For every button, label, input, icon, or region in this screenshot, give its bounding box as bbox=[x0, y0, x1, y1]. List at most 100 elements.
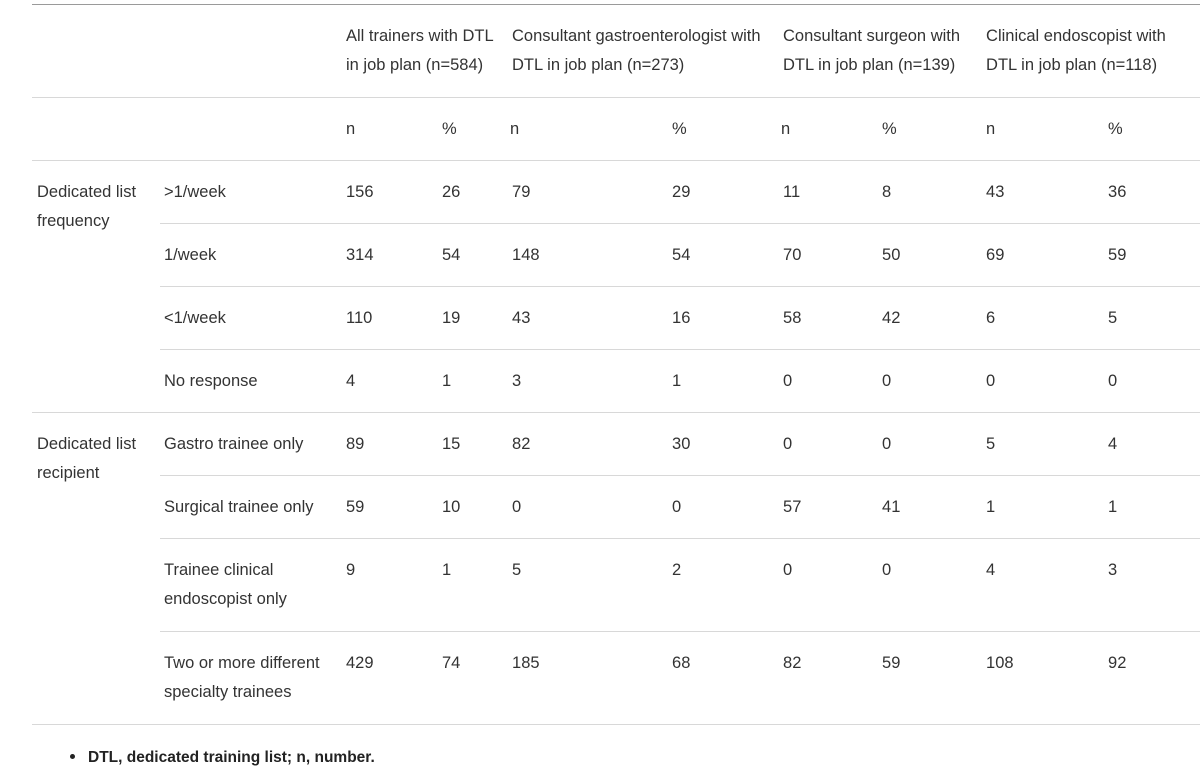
value-cell: 82 bbox=[781, 631, 883, 725]
value-cell: 4 bbox=[986, 538, 1109, 632]
unit-cell: n bbox=[781, 97, 883, 161]
unit-cell bbox=[32, 97, 160, 161]
value-cell: 0 bbox=[510, 475, 673, 539]
value-cell: 26 bbox=[442, 160, 511, 224]
value-cell: 57 bbox=[781, 475, 883, 539]
value-cell: 30 bbox=[672, 412, 782, 476]
table-row: Two or more different specialty trainees… bbox=[32, 631, 1200, 725]
unit-cell: n bbox=[510, 97, 673, 161]
value-cell: 156 bbox=[346, 160, 442, 224]
header-row: All trainers with DTL in job plan (n=584… bbox=[32, 4, 1200, 98]
value-cell: 16 bbox=[672, 286, 782, 350]
unit-cell: % bbox=[1108, 97, 1200, 161]
row-label: Surgical trainee only bbox=[160, 475, 346, 539]
value-cell: 68 bbox=[672, 631, 782, 725]
value-cell: 70 bbox=[781, 223, 883, 287]
value-cell: 36 bbox=[1108, 160, 1200, 224]
unit-cell: n bbox=[986, 97, 1109, 161]
table-row: Trainee clinical endoscopist only 9 1 5 2 0 0 4… bbox=[32, 538, 1200, 632]
value-cell: 1 bbox=[672, 349, 782, 413]
row-label: <1/week bbox=[160, 286, 346, 350]
value-cell: 4 bbox=[1108, 412, 1200, 476]
header-cell-gastroenterologist: Consultant gastroenterologist with DTL i… bbox=[510, 4, 782, 98]
value-cell: 43 bbox=[510, 286, 673, 350]
value-cell: 5 bbox=[1108, 286, 1200, 350]
value-cell: 5 bbox=[510, 538, 673, 632]
value-cell: 59 bbox=[1108, 223, 1200, 287]
value-cell: 185 bbox=[510, 631, 673, 725]
value-cell: 89 bbox=[346, 412, 442, 476]
value-cell: 82 bbox=[510, 412, 673, 476]
header-cell bbox=[160, 4, 346, 98]
header-cell-all-trainers: All trainers with DTL in job plan (n=584… bbox=[346, 4, 511, 98]
table-row: Dedicated list frequency >1/week 156 26 79 29… bbox=[32, 160, 1200, 413]
value-cell: 0 bbox=[781, 538, 883, 632]
row-label: 1/week bbox=[160, 223, 346, 287]
bullet-icon bbox=[70, 754, 75, 760]
row-label: Two or more different specialty trainees bbox=[160, 631, 346, 725]
value-cell: 11 bbox=[781, 160, 883, 224]
table-container: All trainers with DTL in job plan (n=584… bbox=[32, 4, 1200, 725]
value-cell: 9 bbox=[346, 538, 442, 632]
value-cell: 59 bbox=[346, 475, 442, 539]
value-cell: 1 bbox=[1108, 475, 1200, 539]
value-cell: 110 bbox=[346, 286, 442, 350]
group-label: Dedicated list frequency bbox=[32, 160, 160, 413]
row-label: Gastro trainee only bbox=[160, 412, 346, 476]
unit-row: n % n % n % n % bbox=[32, 97, 1200, 161]
footnote-text: DTL, dedicated training list; n, number. bbox=[88, 749, 375, 766]
value-cell: 108 bbox=[986, 631, 1109, 725]
row-label: Trainee clinical endoscopist only bbox=[160, 538, 346, 632]
value-cell: 4 bbox=[346, 349, 442, 413]
unit-cell: % bbox=[672, 97, 782, 161]
value-cell: 1 bbox=[442, 349, 511, 413]
data-table: All trainers with DTL in job plan (n=584… bbox=[32, 4, 1200, 725]
value-cell: 42 bbox=[882, 286, 987, 350]
unit-cell: % bbox=[882, 97, 987, 161]
value-cell: 10 bbox=[442, 475, 511, 539]
value-cell: 0 bbox=[882, 349, 987, 413]
group-label: Dedicated list recipient bbox=[32, 412, 160, 725]
unit-cell bbox=[160, 97, 346, 161]
value-cell: 69 bbox=[986, 223, 1109, 287]
value-cell: 19 bbox=[442, 286, 511, 350]
value-cell: 429 bbox=[346, 631, 442, 725]
value-cell: 15 bbox=[442, 412, 511, 476]
table-row: Surgical trainee only 59 10 0 0 57 41 1 1 bbox=[32, 475, 1200, 539]
value-cell: 1 bbox=[986, 475, 1109, 539]
unit-cell: n bbox=[346, 97, 442, 161]
table-row: Dedicated list recipient Gastro trainee o… bbox=[32, 412, 1200, 725]
unit-cell: % bbox=[442, 97, 511, 161]
footnote: DTL, dedicated training list; n, number. bbox=[70, 744, 375, 772]
header-cell bbox=[32, 4, 160, 98]
value-cell: 74 bbox=[442, 631, 511, 725]
value-cell: 0 bbox=[986, 349, 1109, 413]
header-cell-surgeon: Consultant surgeon with DTL in job plan … bbox=[781, 4, 987, 98]
row-label: >1/week bbox=[160, 160, 346, 224]
value-cell: 0 bbox=[781, 412, 883, 476]
value-cell: 314 bbox=[346, 223, 442, 287]
table-row: No response 4 1 3 1 0 0 0 0 bbox=[32, 349, 1200, 413]
table-row: <1/week 110 19 43 16 58 42 6 5 bbox=[32, 286, 1200, 350]
value-cell: 54 bbox=[672, 223, 782, 287]
value-cell: 41 bbox=[882, 475, 987, 539]
value-cell: 29 bbox=[672, 160, 782, 224]
value-cell: 0 bbox=[672, 475, 782, 539]
value-cell: 58 bbox=[781, 286, 883, 350]
value-cell: 3 bbox=[510, 349, 673, 413]
value-cell: 92 bbox=[1108, 631, 1200, 725]
value-cell: 54 bbox=[442, 223, 511, 287]
table-row: 1/week 314 54 148 54 70 50 69 59 bbox=[32, 223, 1200, 287]
value-cell: 0 bbox=[882, 412, 987, 476]
value-cell: 5 bbox=[986, 412, 1109, 476]
value-cell: 6 bbox=[986, 286, 1109, 350]
header-cell-clinical-endoscopist: Clinical endoscopist with DTL in job pla… bbox=[986, 4, 1200, 98]
value-cell: 2 bbox=[672, 538, 782, 632]
row-label: No response bbox=[160, 349, 346, 413]
value-cell: 0 bbox=[1108, 349, 1200, 413]
value-cell: 79 bbox=[510, 160, 673, 224]
value-cell: 8 bbox=[882, 160, 987, 224]
value-cell: 50 bbox=[882, 223, 987, 287]
value-cell: 148 bbox=[510, 223, 673, 287]
value-cell: 43 bbox=[986, 160, 1109, 224]
